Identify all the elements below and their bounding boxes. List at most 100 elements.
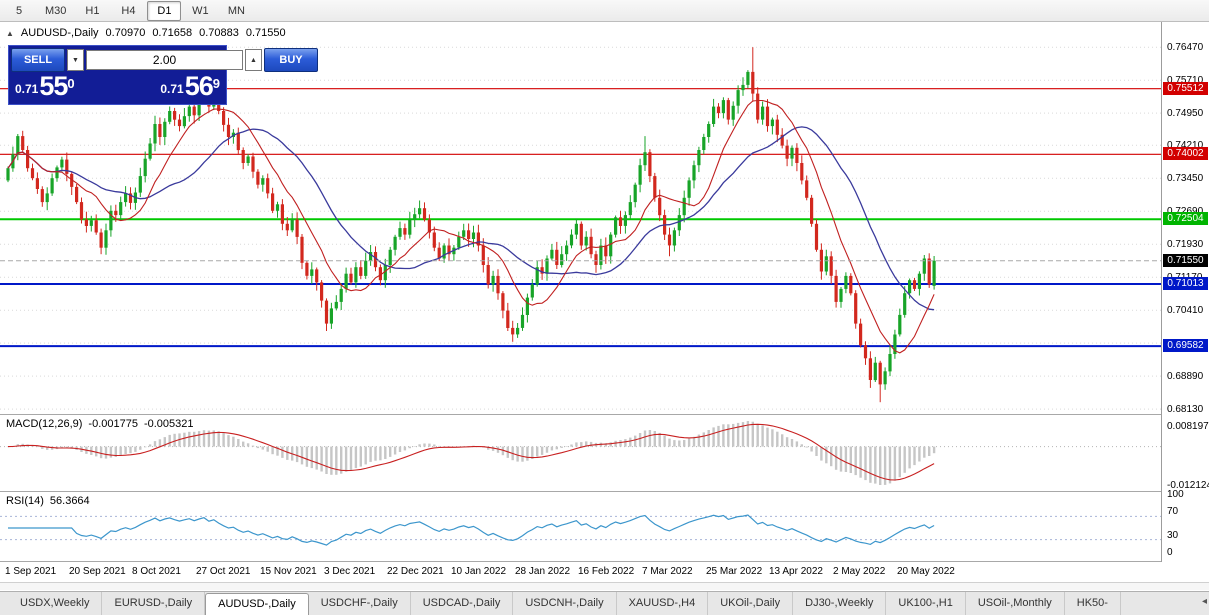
ma-fast-line [7, 99, 935, 354]
lot-size-input[interactable] [86, 50, 243, 70]
price-axis-tick: 0.74950 [1167, 108, 1204, 119]
panel-separator[interactable] [0, 414, 1209, 415]
timeframe-d1[interactable]: D1 [147, 0, 182, 21]
tab-scroll-left-icon[interactable]: ◂ [1201, 596, 1207, 607]
macd-header: MACD(12,26,9) -0.001775 -0.005321 [6, 418, 194, 430]
chart-low-value: 0.70883 [199, 27, 239, 39]
sell-price-big-digits: 55 [39, 71, 68, 101]
chart-tab-usoil-monthly[interactable]: USOil-,Monthly [966, 592, 1065, 615]
ma-slow-line [7, 126, 935, 311]
timeframe-mn[interactable]: MN [227, 4, 245, 17]
rsi-line [8, 514, 935, 546]
date-label: 15 Nov 2021 [260, 566, 317, 577]
sell-price-display[interactable]: 0.71 55 0 [15, 73, 75, 100]
date-label: 28 Jan 2022 [515, 566, 571, 577]
date-label: 27 Oct 2021 [196, 566, 251, 577]
price-axis-tick: 0.68130 [1167, 404, 1204, 415]
sell-button[interactable]: SELL [11, 48, 65, 72]
one-click-collapse-icon[interactable]: ▲ [6, 28, 14, 38]
date-label: 1 Sep 2021 [5, 566, 57, 577]
timeframe-toolbar: 5 M30 H1 H4 D1 W1 MN [0, 0, 1209, 22]
panel-separator [0, 561, 1209, 562]
price-axis-tick: 0.71930 [1167, 239, 1204, 250]
price-axis-tick: 0.74210 [1167, 140, 1204, 151]
chart-header: ▲ AUDUSD-,Daily 0.70970 0.71658 0.70883 … [6, 27, 286, 39]
macd-label: MACD(12,26,9) [6, 418, 83, 430]
chart-tab-usdchf-daily[interactable]: USDCHF-,Daily [309, 592, 411, 615]
buy-button[interactable]: BUY [264, 48, 318, 72]
price-marker: 0.72504 [1163, 212, 1208, 225]
chart-tab-usdcad-daily[interactable]: USDCAD-,Daily [411, 592, 514, 615]
rsi-label: RSI(14) [6, 495, 44, 507]
price-marker: 0.74002 [1163, 147, 1208, 160]
chart-high-value: 0.71658 [152, 27, 193, 39]
timeframe-h4[interactable]: H4 [121, 4, 136, 17]
price-axis-tick: 0.68890 [1167, 371, 1204, 382]
rsi-axis-label: 100 [1167, 489, 1184, 500]
date-label: 20 May 2022 [897, 566, 955, 577]
rsi-header: RSI(14) 56.3664 [6, 495, 90, 507]
price-marker: 0.69582 [1163, 339, 1208, 352]
date-label: 3 Dec 2021 [324, 566, 376, 577]
timeframe-m30[interactable]: M30 [45, 4, 67, 17]
date-label: 20 Sep 2021 [69, 566, 126, 577]
macd-signal-value: -0.005321 [143, 418, 194, 430]
price-marker: 0.71550 [1163, 254, 1208, 267]
chart-open-value: 0.70970 [105, 27, 146, 39]
chart-tab-eurusd-daily[interactable]: EURUSD-,Daily [102, 592, 206, 615]
candlesticks [6, 47, 936, 403]
sell-price-prefix: 0.71 [15, 82, 39, 96]
price-marker: 0.71013 [1163, 277, 1208, 290]
price-axis-tick: 0.70410 [1167, 305, 1204, 316]
lot-step-down-button[interactable]: ▼ [67, 49, 84, 71]
timeframe-h1[interactable]: H1 [85, 4, 100, 17]
macd-axis-top-label: 0.008197 [1167, 421, 1209, 432]
lot-step-up-button[interactable]: ▲ [245, 49, 262, 71]
date-label: 16 Feb 2022 [578, 566, 635, 577]
date-label: 7 Mar 2022 [642, 566, 693, 577]
date-label: 22 Dec 2021 [387, 566, 444, 577]
date-label: 25 Mar 2022 [706, 566, 763, 577]
rsi-value: 56.3664 [49, 495, 90, 507]
sell-price-pip-digit: 0 [67, 76, 75, 91]
rsi-axis-label: 70 [1167, 506, 1179, 517]
horizontal-scrollbar[interactable] [0, 582, 1209, 590]
macd-main-value: -0.001775 [88, 418, 138, 430]
rsi-axis-label: 0 [1167, 547, 1173, 558]
date-axis[interactable]: 1 Sep 2021 20 Sep 2021 8 Oct 2021 27 Oct 20… [0, 562, 1161, 581]
macd-panel[interactable] [0, 415, 1161, 491]
panel-separator[interactable] [0, 491, 1209, 492]
macd-signal-line [7, 423, 935, 481]
macd-histogram [6, 421, 936, 485]
buy-price-prefix: 0.71 [160, 82, 184, 96]
date-label: 10 Jan 2022 [451, 566, 507, 577]
price-chart[interactable] [0, 22, 1161, 414]
buy-price-pip-digit: 9 [212, 76, 220, 91]
price-axis[interactable]: 0.008197 -0.012124 0.76470 0.75710 0.74950… [1161, 22, 1209, 562]
date-label: 2 May 2022 [833, 566, 886, 577]
chart-tab-audusd-daily[interactable]: AUDUSD-,Daily [205, 593, 309, 615]
date-label: 13 Apr 2022 [769, 566, 823, 577]
timeframe-w1[interactable]: W1 [192, 4, 209, 17]
rsi-panel[interactable] [0, 492, 1161, 561]
chart-symbol-period: AUDUSD-,Daily [20, 27, 99, 39]
price-axis-tick: 0.72690 [1167, 206, 1203, 217]
buy-price-display[interactable]: 0.71 56 9 [160, 73, 220, 100]
chart-tab-bar: USDX,Weekly EURUSD-,Daily AUDUSD-,Daily USD… [0, 591, 1209, 615]
chart-tab-dj30-weekly[interactable]: DJ30-,Weekly [793, 592, 887, 615]
price-axis-tick: 0.76470 [1167, 42, 1204, 53]
chart-tab-uk100-h1[interactable]: UK100-,H1 [886, 592, 966, 615]
chart-tab-usdx-weekly[interactable]: USDX,Weekly [8, 592, 103, 615]
chart-close-value: 0.71550 [245, 27, 286, 39]
timeframe-5[interactable]: 5 [15, 4, 23, 17]
chart-tab-usdcnh-daily[interactable]: USDCNH-,Daily [513, 592, 617, 615]
macd-axis-bottom-label: -0.012124 [1167, 480, 1209, 491]
chart-tab-hk50[interactable]: HK50- [1065, 592, 1121, 615]
date-label: 8 Oct 2021 [132, 566, 181, 577]
price-axis-tick: 0.75710 [1167, 75, 1204, 86]
chart-tab-xauusd-h4[interactable]: XAUUSD-,H4 [617, 592, 709, 615]
price-marker: 0.75512 [1163, 82, 1208, 95]
rsi-axis-label: 30 [1167, 530, 1179, 541]
chart-tab-ukoil-daily[interactable]: UKOil-,Daily [708, 592, 794, 615]
